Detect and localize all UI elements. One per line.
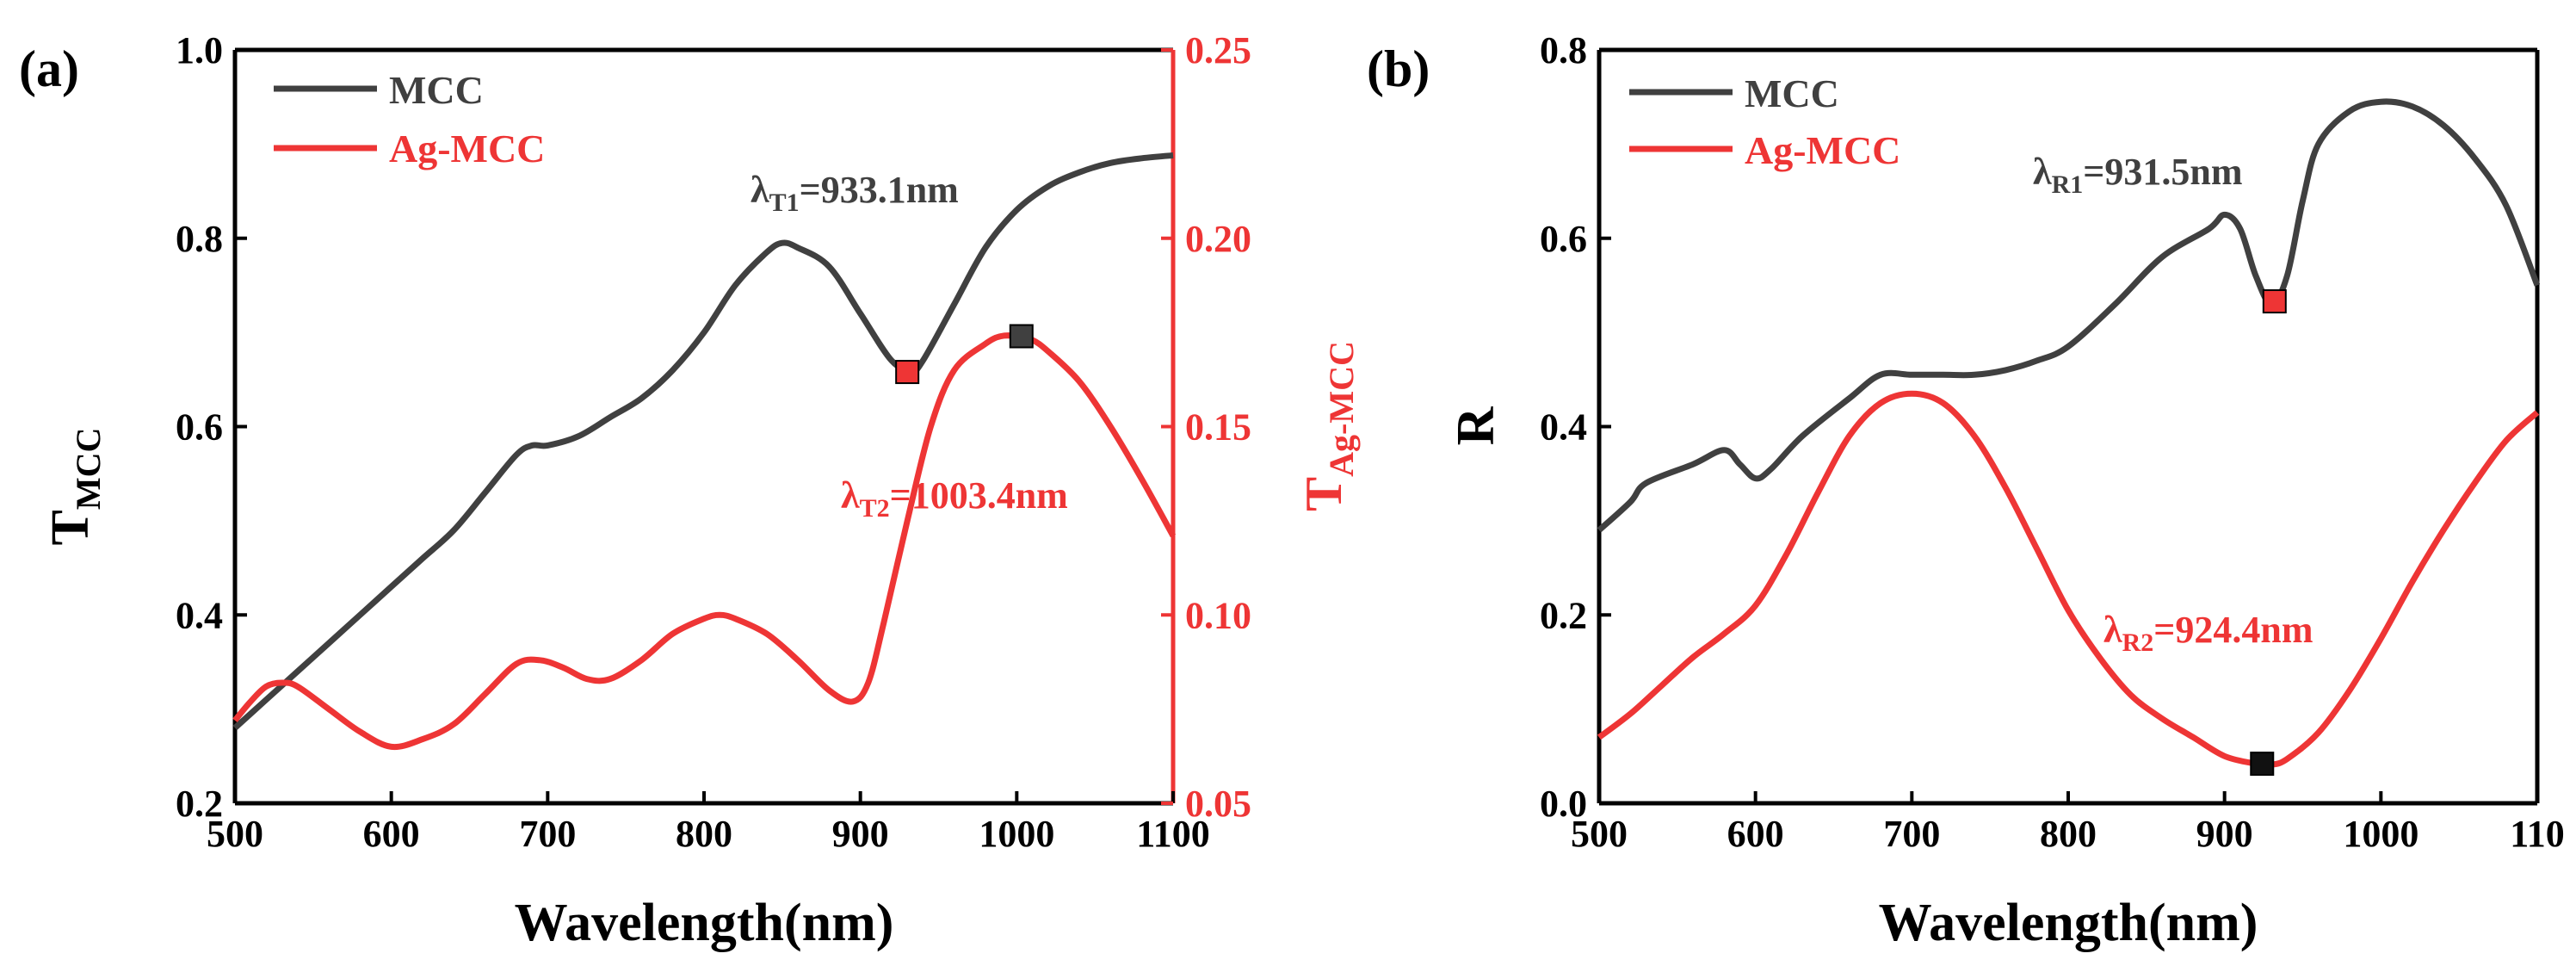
panel-a-annotation-t2: λT2=1003.4nm <box>841 474 1068 523</box>
panel-a-axes <box>232 47 1176 806</box>
ytick-label: 0.0 <box>1540 783 1587 825</box>
ytick-label: 0.8 <box>1540 29 1587 71</box>
panel-a: (a) 500 600 700 800 900 1000 1100 0.2 0.4 0.6 0.8… <box>19 29 1361 952</box>
panel-b-markers <box>2250 289 2287 777</box>
panel-b-ylabel: R <box>1447 406 1505 445</box>
legend-a-mcc-label: MCC <box>389 68 484 112</box>
y2tick-label: 0.20 <box>1185 218 1251 260</box>
data-marker <box>1009 324 1034 349</box>
xtick-label: 110 <box>2510 813 2565 855</box>
xtick-label: 1000 <box>2343 813 2418 855</box>
xtick-label: 600 <box>1727 813 1784 855</box>
panel-label-b: (b) <box>1367 40 1430 97</box>
ytick-label: 0.6 <box>176 406 223 449</box>
panel-b-annotation-r1: λR1=931.5nm <box>2033 151 2243 199</box>
panel-b-annotation-r2: λR2=924.4nm <box>2103 609 2313 657</box>
panel-b: (b) 500 600 700 800 900 1000 110 0.00.20.40.60… <box>1367 29 2565 952</box>
legend-b-mcc-label: MCC <box>1745 71 1839 115</box>
panel-b-legend: MCC Ag-MCC <box>1629 71 1900 172</box>
ytick-label: 0.2 <box>176 783 223 825</box>
panel-a-legend: MCC Ag-MCC <box>274 68 545 170</box>
y2tick-label: 0.15 <box>1185 406 1251 449</box>
xtick-label: 700 <box>1883 813 1940 855</box>
xtick-label: 1000 <box>979 813 1054 855</box>
panel-b-axes <box>1597 47 2540 806</box>
xtick-label: 900 <box>2196 813 2253 855</box>
xtick-label: 900 <box>832 813 889 855</box>
y2tick-label: 0.25 <box>1185 29 1251 71</box>
ytick-label: 0.2 <box>1540 594 1587 636</box>
xtick-label: 700 <box>519 813 576 855</box>
ytick-label: 0.8 <box>176 218 223 260</box>
panel-a-xticks: 500 600 700 800 900 1000 1100 <box>207 791 1210 855</box>
ytick-label: 0.4 <box>176 594 223 636</box>
panel-a-annotation-t1: λT1=933.1nm <box>751 169 959 217</box>
panel-b-yticks: 0.0 0.2 0.4 0.6 0.8 <box>1540 29 1611 825</box>
panel-a-mcc-line <box>232 152 1174 731</box>
xtick-label: 500 <box>207 813 263 855</box>
xtick-label: 600 <box>363 813 420 855</box>
y2tick-label: 0.05 <box>1185 783 1251 825</box>
data-marker <box>2262 289 2287 314</box>
ytick-label: 1.0 <box>176 29 223 71</box>
panel-a-ylabel: TMCC <box>41 428 108 546</box>
legend-a-ag-label: Ag-MCC <box>389 127 545 170</box>
y2tick-label: 0.10 <box>1185 594 1251 636</box>
legend-b-ag-label: Ag-MCC <box>1745 128 1900 172</box>
xtick-label: 800 <box>676 813 732 855</box>
data-marker <box>2250 752 2275 777</box>
panel-a-ag-mcc-line <box>232 332 1177 751</box>
panel-b-mcc-line <box>1597 98 2541 533</box>
panel-a-y2ticks: 0.05 0.10 0.15 0.20 0.25 <box>1161 29 1251 825</box>
data-marker <box>895 360 920 385</box>
panel-a-markers <box>895 324 1034 385</box>
xtick-label: 1100 <box>1136 813 1210 855</box>
ytick-label: 0.6 <box>1540 218 1587 260</box>
panel-b-xlabel: Wavelength(nm) <box>1879 894 2258 952</box>
ytick-label: 0.4 <box>1540 406 1587 449</box>
panel-a-xlabel: Wavelength(nm) <box>515 894 894 952</box>
panel-b-xticks: 500 600 700 800 900 1000 110 <box>1571 791 2565 855</box>
xtick-label: 800 <box>2040 813 2097 855</box>
xtick-label: 500 <box>1571 813 1628 855</box>
panel-b-ag-mcc-line <box>1597 390 2540 769</box>
panel-a-yticks: 0.2 0.4 0.6 0.8 1.0 <box>176 29 247 825</box>
panel-a-y2label: TAg-MCC <box>1295 341 1361 511</box>
panel-label-a: (a) <box>19 40 79 97</box>
